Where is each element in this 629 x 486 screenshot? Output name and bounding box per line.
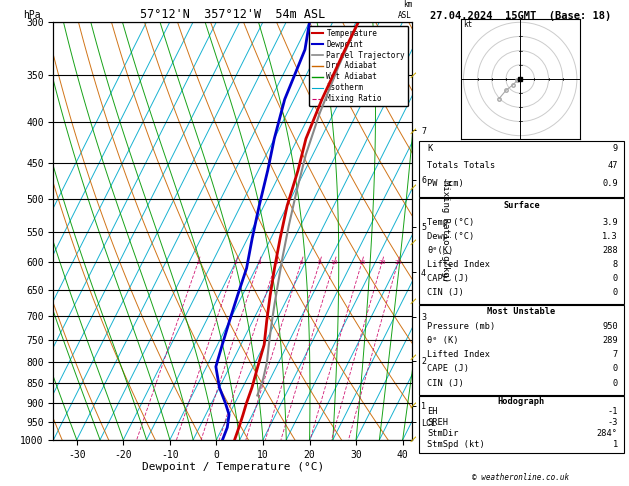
Text: 1: 1 — [196, 260, 200, 265]
Text: Temp (°C): Temp (°C) — [427, 218, 474, 227]
Text: 0: 0 — [613, 379, 618, 388]
Text: 25: 25 — [394, 260, 401, 265]
Text: kt: kt — [464, 19, 473, 29]
Text: 10: 10 — [331, 260, 338, 265]
Text: Dewp (°C): Dewp (°C) — [427, 232, 474, 241]
Text: θᵉ(K): θᵉ(K) — [427, 246, 454, 255]
Text: 1: 1 — [613, 440, 618, 450]
Text: 20: 20 — [378, 260, 386, 265]
Text: —: — — [408, 125, 420, 138]
Text: 0: 0 — [613, 288, 618, 296]
Text: —: — — [408, 295, 420, 308]
Text: 8: 8 — [318, 260, 321, 265]
Text: CIN (J): CIN (J) — [427, 379, 464, 388]
Text: km
ASL: km ASL — [398, 0, 412, 20]
Text: —: — — [408, 69, 420, 82]
Text: Hodograph: Hodograph — [498, 398, 545, 406]
Text: StmDir: StmDir — [427, 429, 459, 438]
Text: hPa: hPa — [23, 10, 41, 20]
Text: Lifted Index: Lifted Index — [427, 350, 490, 359]
Text: 47: 47 — [608, 161, 618, 171]
Text: CAPE (J): CAPE (J) — [427, 364, 469, 373]
Title: 57°12'N  357°12'W  54m ASL: 57°12'N 357°12'W 54m ASL — [140, 8, 325, 21]
Text: 6: 6 — [299, 260, 303, 265]
Text: CAPE (J): CAPE (J) — [427, 274, 469, 283]
Text: —: — — [408, 237, 420, 249]
Text: 4: 4 — [274, 260, 278, 265]
Text: 9: 9 — [613, 144, 618, 153]
Text: CIN (J): CIN (J) — [427, 288, 464, 296]
Text: —: — — [408, 434, 420, 446]
Y-axis label: Mixing Ratio (g/kg): Mixing Ratio (g/kg) — [441, 180, 450, 282]
Text: StmSpd (kt): StmSpd (kt) — [427, 440, 485, 450]
Text: 2: 2 — [234, 260, 238, 265]
Text: 3: 3 — [257, 260, 261, 265]
Text: 3.9: 3.9 — [602, 218, 618, 227]
Text: —: — — [408, 399, 420, 412]
Text: 289: 289 — [602, 336, 618, 345]
Text: 0.9: 0.9 — [602, 178, 618, 188]
Text: —: — — [408, 181, 420, 193]
Text: 284°: 284° — [597, 429, 618, 438]
Text: -3: -3 — [608, 418, 618, 427]
Text: Surface: Surface — [503, 201, 540, 210]
Text: —: — — [408, 351, 420, 364]
Text: -1: -1 — [608, 406, 618, 416]
Text: 0: 0 — [613, 274, 618, 283]
Text: SREH: SREH — [427, 418, 448, 427]
Text: K: K — [427, 144, 432, 153]
Text: Lifted Index: Lifted Index — [427, 260, 490, 269]
Text: Totals Totals: Totals Totals — [427, 161, 496, 171]
Text: 0: 0 — [613, 364, 618, 373]
Text: θᵉ (K): θᵉ (K) — [427, 336, 459, 345]
X-axis label: Dewpoint / Temperature (°C): Dewpoint / Temperature (°C) — [142, 462, 324, 472]
Text: 27.04.2024  15GMT  (Base: 18): 27.04.2024 15GMT (Base: 18) — [430, 11, 611, 21]
Text: Pressure (mb): Pressure (mb) — [427, 322, 496, 331]
Text: © weatheronline.co.uk: © weatheronline.co.uk — [472, 473, 569, 482]
Text: 1.3: 1.3 — [602, 232, 618, 241]
Text: 15: 15 — [358, 260, 365, 265]
Text: 288: 288 — [602, 246, 618, 255]
Text: 950: 950 — [602, 322, 618, 331]
Legend: Temperature, Dewpoint, Parcel Trajectory, Dry Adiabat, Wet Adiabat, Isotherm, Mi: Temperature, Dewpoint, Parcel Trajectory… — [309, 26, 408, 106]
Text: EH: EH — [427, 406, 438, 416]
Text: Most Unstable: Most Unstable — [487, 308, 555, 316]
Text: 8: 8 — [613, 260, 618, 269]
Text: PW (cm): PW (cm) — [427, 178, 464, 188]
Text: 7: 7 — [613, 350, 618, 359]
